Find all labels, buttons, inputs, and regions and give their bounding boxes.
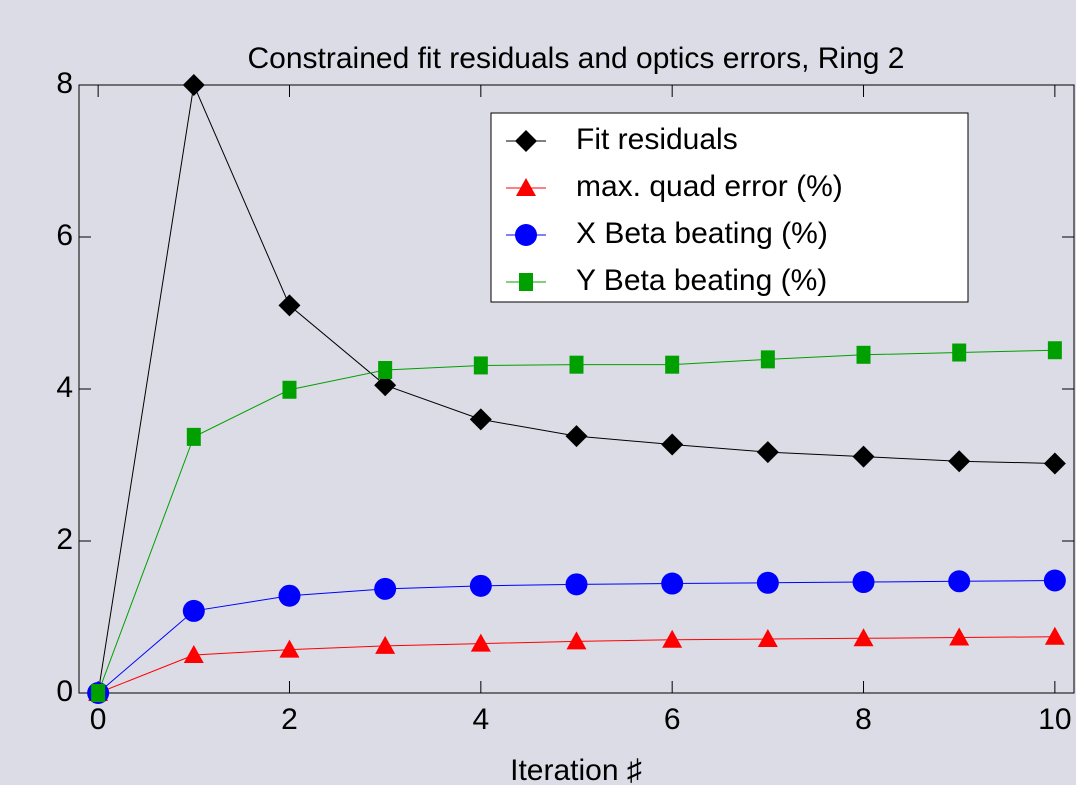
marker <box>757 629 778 648</box>
marker <box>469 408 492 431</box>
marker <box>948 570 971 593</box>
plot-area <box>87 74 1066 704</box>
marker <box>756 571 779 594</box>
marker <box>949 627 970 646</box>
x-axis-label: Iteration ♯ <box>510 754 642 785</box>
legend-label: Y Beta beating (%) <box>576 264 827 297</box>
marker <box>856 345 871 364</box>
x-tick-label: 0 <box>90 703 107 736</box>
legend: Fit residuals max. quad error (%) X Beta b… <box>490 112 969 303</box>
marker <box>1043 452 1066 475</box>
marker <box>278 294 301 317</box>
marker <box>515 224 537 246</box>
marker <box>661 572 684 595</box>
y-tick-label: 0 <box>56 675 73 708</box>
legend-label: X Beta beating (%) <box>576 217 828 250</box>
marker <box>282 380 297 399</box>
marker <box>470 633 491 652</box>
marker <box>278 584 301 607</box>
marker <box>1047 341 1062 360</box>
legend-box <box>490 112 969 303</box>
marker <box>186 427 201 446</box>
x-tick-label: 2 <box>281 703 298 736</box>
marker <box>760 350 775 369</box>
y-tick-label: 4 <box>56 371 73 404</box>
marker <box>952 343 967 362</box>
marker <box>473 356 488 375</box>
y-tick-label: 6 <box>56 219 73 252</box>
legend-label: Fit residuals <box>576 123 738 156</box>
marker <box>565 425 588 448</box>
marker <box>374 374 397 397</box>
marker <box>182 74 205 96</box>
x-tick-label: 8 <box>855 703 872 736</box>
x-tick-label: 6 <box>664 703 681 736</box>
legend-label: max. quad error (%) <box>576 170 843 203</box>
marker <box>853 628 874 647</box>
marker <box>516 178 536 196</box>
marker <box>469 574 492 597</box>
marker <box>852 571 875 594</box>
x-tick-label: 10 <box>1038 703 1071 736</box>
marker <box>519 273 533 291</box>
marker <box>1043 569 1066 592</box>
marker <box>1044 626 1065 645</box>
y-tick-label: 8 <box>56 67 73 100</box>
y-tick-label: 2 <box>56 523 73 556</box>
marker <box>375 635 396 654</box>
marker <box>565 573 588 596</box>
x-tick-label: 4 <box>472 703 489 736</box>
marker <box>756 441 779 464</box>
marker <box>566 631 587 650</box>
marker <box>91 684 106 702</box>
marker <box>948 450 971 473</box>
marker <box>662 629 683 648</box>
marker <box>182 599 205 622</box>
chart-title: Constrained fit residuals and optics err… <box>248 42 905 75</box>
marker <box>569 355 584 374</box>
marker <box>515 130 537 152</box>
marker <box>279 639 300 658</box>
marker <box>374 577 397 600</box>
marker <box>665 355 680 374</box>
marker <box>852 445 875 468</box>
marker <box>378 361 393 379</box>
marker <box>183 645 204 663</box>
marker <box>661 433 684 456</box>
